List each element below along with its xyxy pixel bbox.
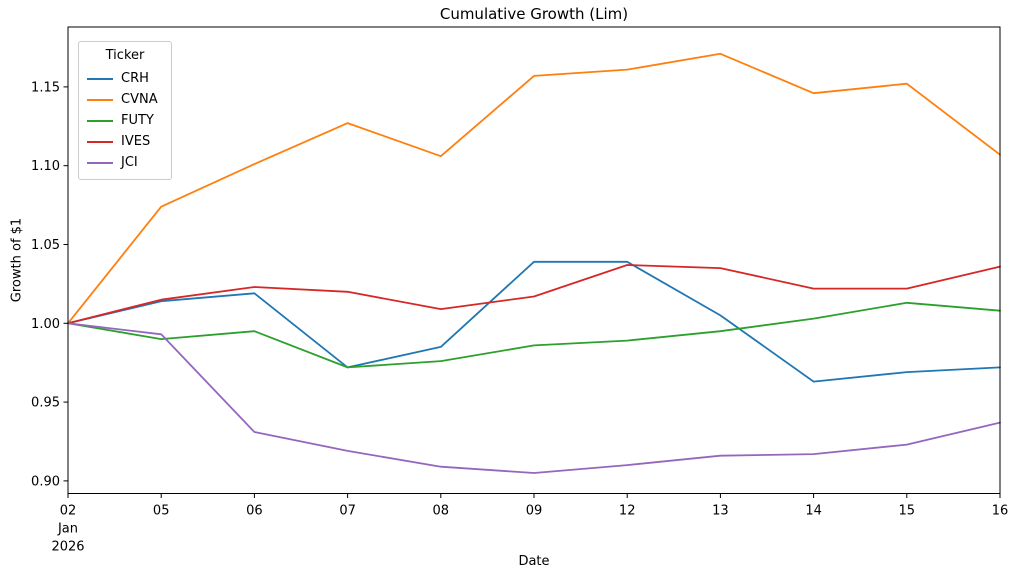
chart-title: Cumulative Growth (Lim) [439,5,629,23]
legend-label-futy: FUTY [121,113,154,128]
x-tick-label: 12 [619,504,636,519]
legend-entry-jci: JCI [87,152,163,173]
legend-line-swatch-jci [87,161,113,164]
legend-line-swatch-cvna [87,98,113,101]
legend-entry-futy: FUTY [87,110,163,131]
y-tick-label: 1.10 [31,159,60,174]
x-tick-label: 14 [805,504,822,519]
legend-line-swatch-futy [87,119,113,122]
series-line-crh [67,260,1001,383]
legend-label-ives: IVES [121,134,151,149]
series-line-ives [67,264,1001,325]
y-tick-label: 0.95 [31,396,60,411]
x-tick-label: 15 [899,504,916,519]
legend-label-cvna: CVNA [121,92,158,107]
y-axis-label: Growth of $1 [9,217,25,303]
x-tick-label: 08 [433,504,450,519]
series-line-futy [67,301,1001,369]
legend: Ticker CRH CVNA FUTY IVES JCI [78,41,172,180]
legend-line-swatch-crh [87,77,113,80]
x-tick-label: 05 [153,504,170,519]
x-axis-label: Date [518,554,550,569]
series-line-jci [67,322,1001,474]
x-tick-sublabel: Jan [57,522,78,537]
y-tick-label: 1.15 [31,80,60,95]
legend-entry-crh: CRH [87,68,163,89]
x-tick-sublabel: 2026 [51,540,84,555]
x-tick-label: 13 [712,504,729,519]
legend-title: Ticker [105,48,145,63]
legend-line-swatch-ives [87,140,113,143]
legend-label-crh: CRH [121,71,149,86]
x-tick-label: 02 [60,504,77,519]
series-line-cvna [67,52,1001,325]
y-tick-label: 1.05 [31,238,60,253]
y-tick-label: 0.90 [31,474,60,489]
x-tick-label: 16 [992,504,1009,519]
legend-entry-ives: IVES [87,131,163,152]
x-tick-label: 09 [526,504,543,519]
x-tick-label: 06 [246,504,263,519]
legend-label-jci: JCI [121,155,138,170]
y-tick-label: 1.00 [31,317,60,332]
plot-spines [67,26,1001,494]
legend-entry-cvna: CVNA [87,89,163,110]
x-tick-label: 07 [339,504,356,519]
